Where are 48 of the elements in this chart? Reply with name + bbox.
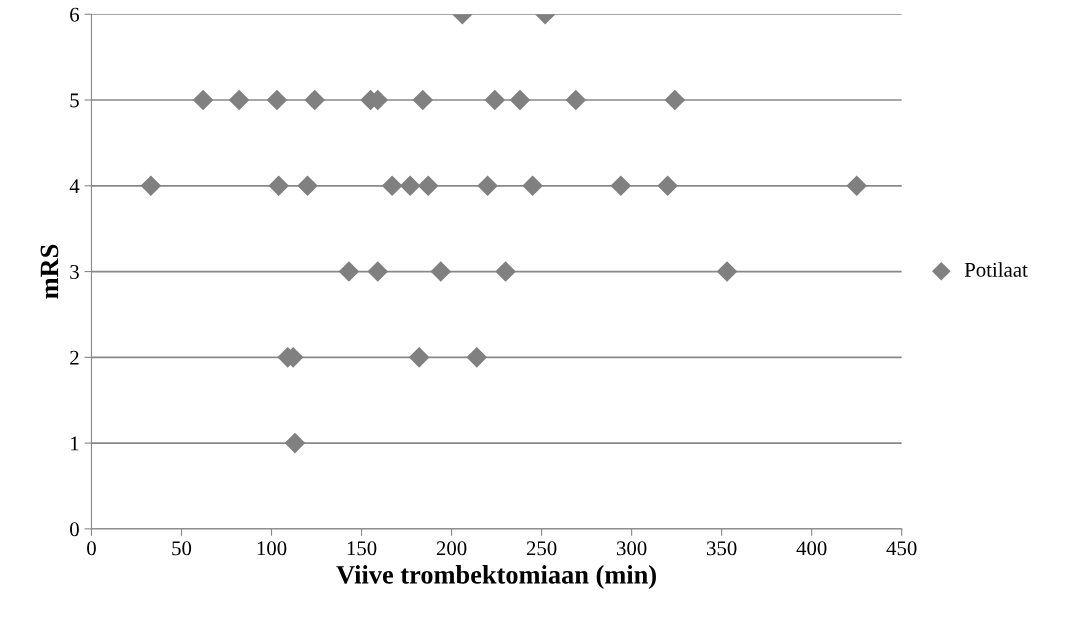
- x-tick-label: 100: [257, 541, 287, 556]
- point: [846, 175, 867, 197]
- x-tick-label: 350: [707, 541, 737, 556]
- point: [412, 89, 434, 111]
- y-tick-label: 6: [70, 7, 80, 22]
- point: [477, 175, 498, 197]
- point: [367, 261, 389, 282]
- point: [466, 347, 488, 368]
- x-tick-label: 450: [886, 541, 917, 556]
- x-tick-label: 300: [616, 541, 647, 556]
- x-axis-title: Viive trombektomiaan (min): [336, 565, 656, 590]
- point: [484, 89, 506, 111]
- point: [509, 89, 531, 111]
- x-tick-label: 400: [796, 541, 827, 556]
- y-tick-label: 2: [70, 350, 79, 365]
- x-tick-label: 250: [526, 541, 557, 556]
- point: [495, 261, 516, 282]
- point: [522, 175, 543, 197]
- point: [192, 89, 214, 111]
- point: [417, 175, 439, 197]
- y-tick-label: 4: [69, 179, 80, 194]
- x-tick-label: 0: [87, 541, 96, 556]
- y-tick-label: 5: [70, 93, 79, 108]
- y-tick-label: 1: [71, 436, 79, 451]
- y-axis-title: mRS: [40, 244, 59, 299]
- x-tick-label: 150: [347, 541, 377, 556]
- point: [284, 432, 306, 454]
- point: [716, 261, 738, 282]
- point: [657, 175, 678, 197]
- point: [266, 89, 288, 111]
- point: [565, 89, 587, 111]
- point: [610, 175, 632, 197]
- x-tick-label: 200: [436, 541, 467, 556]
- point: [268, 175, 290, 197]
- point: [664, 89, 686, 111]
- point: [430, 261, 452, 282]
- legend-label: Potilaat: [964, 262, 1028, 277]
- y-tick-label: 0: [70, 522, 79, 537]
- point: [228, 89, 250, 111]
- point: [297, 175, 318, 197]
- point: [408, 347, 430, 368]
- point: [304, 89, 326, 111]
- x-tick-label: 50: [172, 541, 192, 556]
- point: [338, 261, 360, 282]
- point: [399, 175, 421, 197]
- point: [140, 175, 162, 197]
- point: [381, 175, 403, 197]
- y-tick-label: 3: [70, 264, 79, 279]
